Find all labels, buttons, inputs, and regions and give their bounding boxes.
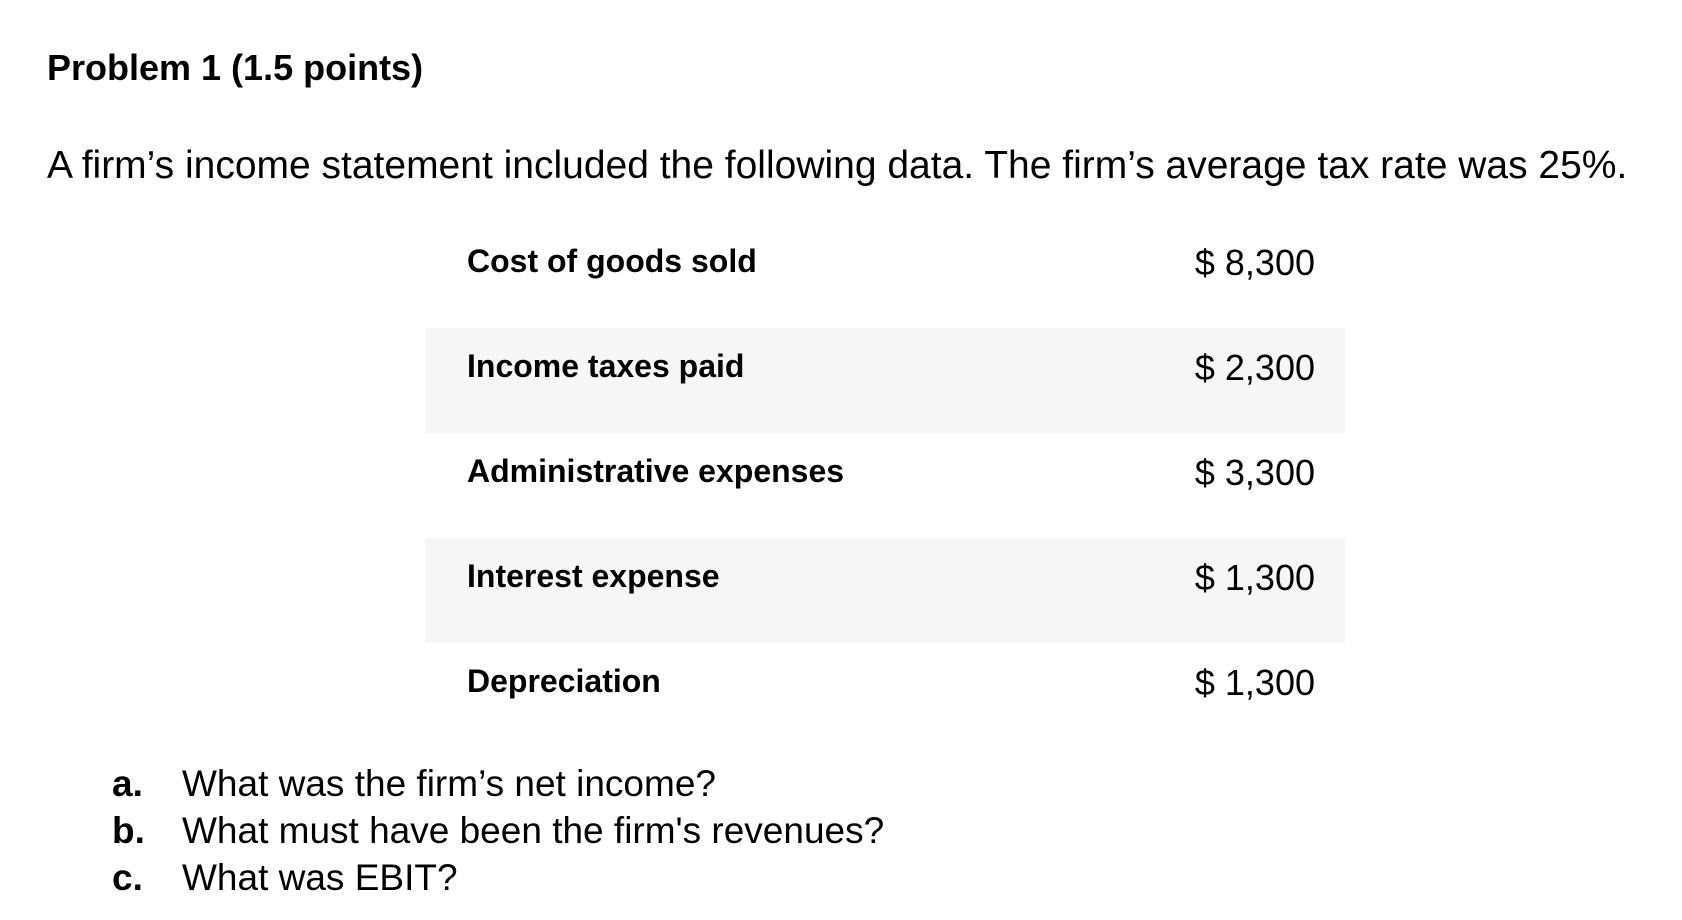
question-marker: b. (112, 810, 145, 851)
item-value: $ 1,300 (1194, 557, 1315, 598)
item-label: Cost of goods sold (467, 243, 757, 279)
question-list: a. What was the firm’s net income? b. Wh… (112, 760, 884, 901)
question-text: What was the firm’s net income? (182, 763, 716, 804)
income-statement-table: Cost of goods sold $ 8,300 Income taxes … (425, 223, 1345, 748)
item-label: Depreciation (467, 663, 661, 699)
list-item: b. What must have been the firm's revenu… (112, 807, 884, 854)
question-text: What must have been the firm's revenues? (182, 810, 885, 851)
question-marker: c. (112, 857, 143, 898)
item-value: $ 1,300 (1194, 662, 1315, 703)
table-row: Depreciation $ 1,300 (425, 643, 1345, 748)
problem-title: Problem 1 (1.5 points) (47, 47, 424, 88)
list-item: a. What was the firm’s net income? (112, 760, 884, 807)
item-value: $ 8,300 (1194, 242, 1315, 283)
table-row: Income taxes paid $ 2,300 (425, 328, 1345, 433)
table-row: Cost of goods sold $ 8,300 (425, 223, 1345, 328)
item-label: Interest expense (467, 558, 720, 594)
question-marker: a. (112, 763, 143, 804)
item-label: Administrative expenses (467, 453, 845, 489)
table-row: Administrative expenses $ 3,300 (425, 433, 1345, 538)
item-value: $ 2,300 (1194, 347, 1315, 388)
item-value: $ 3,300 (1194, 452, 1315, 493)
table-row: Interest expense $ 1,300 (425, 538, 1345, 643)
list-item: c. What was EBIT? (112, 854, 884, 901)
item-label: Income taxes paid (467, 348, 745, 384)
problem-intro: A firm’s income statement included the f… (47, 144, 1628, 187)
question-text: What was EBIT? (182, 857, 458, 898)
